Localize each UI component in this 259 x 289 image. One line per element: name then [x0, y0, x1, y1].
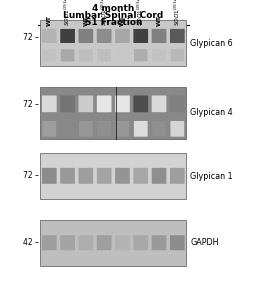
Text: GAPDH: GAPDH: [190, 238, 219, 247]
FancyBboxPatch shape: [78, 235, 93, 250]
FancyBboxPatch shape: [40, 153, 186, 199]
Text: 72 –: 72 –: [23, 171, 39, 180]
FancyBboxPatch shape: [42, 235, 57, 250]
Text: S1 Fraction: S1 Fraction: [84, 18, 142, 27]
FancyBboxPatch shape: [42, 29, 57, 43]
Text: Glypican 1: Glypican 1: [190, 172, 233, 181]
FancyBboxPatch shape: [97, 95, 112, 112]
Text: $\mathit{SOD1}^{\mathit{G93A}}$: $\mathit{SOD1}^{\mathit{G93A}}$: [173, 0, 182, 26]
FancyBboxPatch shape: [42, 95, 57, 112]
FancyBboxPatch shape: [78, 168, 93, 184]
Text: WT: WT: [83, 15, 88, 26]
FancyBboxPatch shape: [60, 29, 75, 43]
FancyBboxPatch shape: [134, 121, 148, 137]
FancyBboxPatch shape: [133, 95, 148, 112]
FancyBboxPatch shape: [133, 168, 148, 184]
FancyBboxPatch shape: [42, 49, 56, 62]
FancyBboxPatch shape: [79, 121, 93, 137]
FancyBboxPatch shape: [61, 121, 75, 137]
FancyBboxPatch shape: [134, 49, 147, 62]
FancyBboxPatch shape: [42, 168, 57, 184]
FancyBboxPatch shape: [152, 29, 166, 43]
FancyBboxPatch shape: [170, 235, 185, 250]
Text: $\mathit{SOD1}^{\mathit{G93A}}$: $\mathit{SOD1}^{\mathit{G93A}}$: [99, 0, 109, 26]
Text: 72 –: 72 –: [23, 100, 39, 110]
FancyBboxPatch shape: [115, 235, 130, 250]
FancyBboxPatch shape: [170, 168, 185, 184]
FancyBboxPatch shape: [171, 49, 184, 62]
FancyBboxPatch shape: [115, 29, 130, 43]
FancyBboxPatch shape: [78, 29, 93, 43]
FancyBboxPatch shape: [152, 235, 166, 250]
FancyBboxPatch shape: [170, 121, 184, 137]
FancyBboxPatch shape: [40, 87, 186, 139]
Text: 4 month: 4 month: [92, 4, 134, 13]
FancyBboxPatch shape: [97, 121, 111, 137]
FancyBboxPatch shape: [133, 29, 148, 43]
FancyBboxPatch shape: [42, 121, 56, 137]
FancyBboxPatch shape: [97, 49, 111, 62]
FancyBboxPatch shape: [60, 95, 75, 112]
FancyBboxPatch shape: [60, 235, 75, 250]
FancyBboxPatch shape: [115, 95, 130, 112]
FancyBboxPatch shape: [40, 20, 186, 66]
FancyBboxPatch shape: [152, 168, 166, 184]
Text: $\mathit{SOD1}^{\mathit{G93A}}$: $\mathit{SOD1}^{\mathit{G93A}}$: [136, 0, 145, 26]
FancyBboxPatch shape: [40, 220, 186, 266]
FancyBboxPatch shape: [60, 168, 75, 184]
Text: 72 –: 72 –: [23, 33, 39, 42]
FancyBboxPatch shape: [152, 95, 166, 112]
FancyBboxPatch shape: [78, 95, 93, 112]
Text: WT: WT: [120, 15, 125, 26]
Text: Lumbar Spinal Cord: Lumbar Spinal Cord: [63, 11, 163, 20]
FancyBboxPatch shape: [61, 49, 74, 62]
FancyBboxPatch shape: [133, 235, 148, 250]
Text: 42 –: 42 –: [23, 238, 39, 247]
FancyBboxPatch shape: [97, 235, 112, 250]
FancyBboxPatch shape: [115, 168, 130, 184]
Text: WT: WT: [47, 15, 52, 26]
Text: Glypican 6: Glypican 6: [190, 39, 233, 48]
Text: Glypican 4: Glypican 4: [190, 108, 233, 117]
FancyBboxPatch shape: [152, 121, 166, 137]
FancyBboxPatch shape: [116, 121, 129, 137]
FancyBboxPatch shape: [116, 49, 129, 62]
FancyBboxPatch shape: [97, 168, 112, 184]
FancyBboxPatch shape: [97, 29, 112, 43]
FancyBboxPatch shape: [170, 95, 185, 112]
FancyBboxPatch shape: [152, 49, 166, 62]
Text: $\mathit{SOD1}^{\mathit{G93A}}$: $\mathit{SOD1}^{\mathit{G93A}}$: [63, 0, 72, 26]
FancyBboxPatch shape: [170, 29, 185, 43]
Text: WT: WT: [156, 15, 162, 26]
FancyBboxPatch shape: [79, 49, 93, 62]
